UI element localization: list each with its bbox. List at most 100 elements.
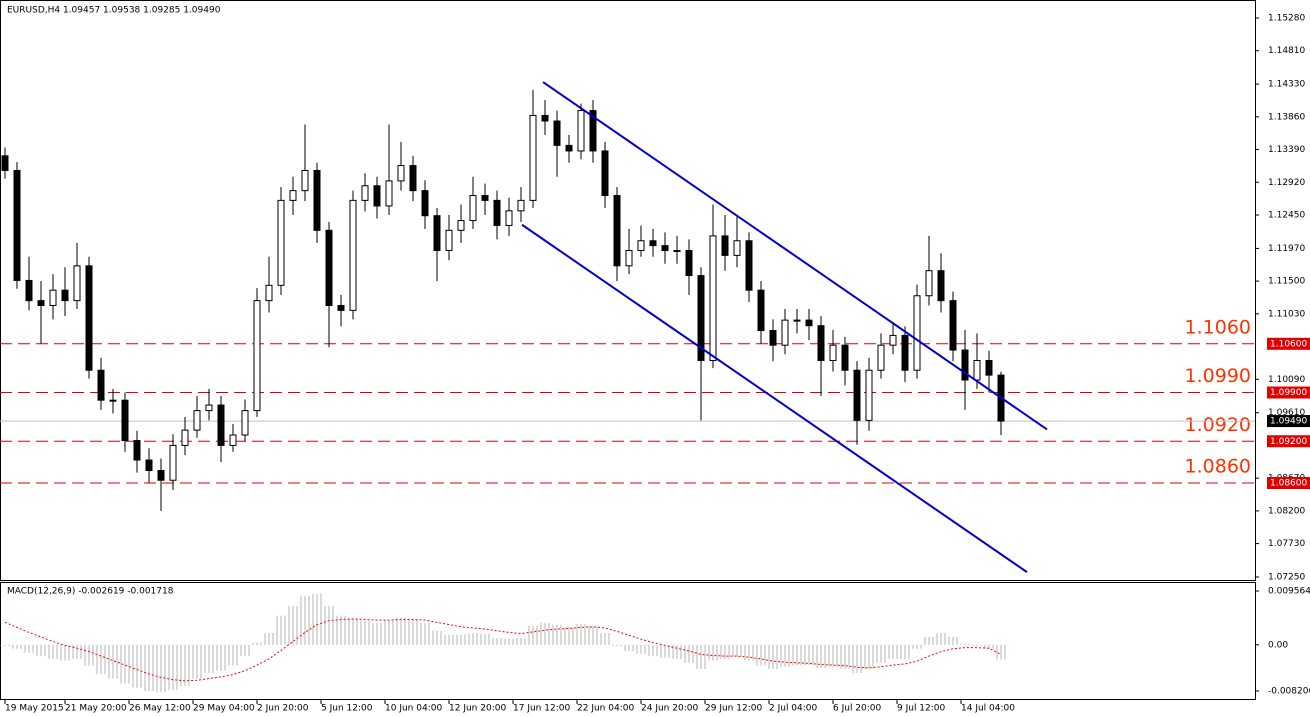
x-tick-label: 10 Jun 04:00 xyxy=(385,704,442,714)
candle-body xyxy=(817,325,825,361)
candle-body xyxy=(385,180,393,207)
y-tick-label: 1.11030 xyxy=(1268,309,1305,319)
candle-body xyxy=(661,245,669,252)
y-tick-label: -0.008206 xyxy=(1268,686,1310,696)
y-tick-label: 0.00 xyxy=(1268,640,1288,650)
candle-body xyxy=(577,110,585,152)
x-tick-label: 19 May 2015 xyxy=(5,704,64,714)
candle-body xyxy=(481,195,489,201)
macd-frame xyxy=(0,582,1256,700)
candle-body xyxy=(733,240,741,256)
y-tick-label: 1.10090 xyxy=(1268,375,1305,385)
candle-body xyxy=(49,289,57,307)
x-tick-label: 2 Jul 04:00 xyxy=(769,704,818,714)
candle-body xyxy=(697,275,705,361)
candle-body xyxy=(889,334,897,346)
y-tick-label: 1.13390 xyxy=(1268,145,1305,155)
candle-body xyxy=(865,369,873,421)
x-tick-label: 9 Jul 12:00 xyxy=(897,704,946,714)
candle-body xyxy=(913,295,921,371)
candle-body xyxy=(949,300,957,351)
candle-body xyxy=(121,399,129,442)
x-tick-label: 22 Jun 04:00 xyxy=(577,704,634,714)
candle-body xyxy=(469,195,477,222)
candle-body xyxy=(1,155,9,171)
candle-body xyxy=(493,199,501,226)
candle-body xyxy=(145,459,153,471)
candle-body xyxy=(37,300,45,307)
candle-body xyxy=(553,120,561,146)
candle-body xyxy=(421,190,429,217)
candle-body xyxy=(457,220,465,231)
chart-title: EURUSD,H4 1.09457 1.09538 1.09285 1.0949… xyxy=(7,6,221,16)
candle-body xyxy=(925,270,933,297)
candle-body xyxy=(373,185,381,207)
candle-body xyxy=(529,114,537,201)
y-tick-label: 1.12920 xyxy=(1268,178,1305,188)
candle-body xyxy=(313,169,321,231)
candle-body xyxy=(289,190,297,201)
x-tick-label: 12 Jun 20:00 xyxy=(449,704,506,714)
macd-title: MACD(12,26,9) -0.002619 -0.001718 xyxy=(7,587,174,597)
level-label: 1.0990 xyxy=(1185,365,1251,387)
candle-body xyxy=(301,169,309,192)
x-tick-label: 6 Jul 20:00 xyxy=(833,704,882,714)
macd-panel: 0.009564 0.00 -0.008206 xyxy=(0,587,1310,696)
candle-body xyxy=(193,410,201,431)
level-axis-box xyxy=(1267,337,1310,350)
candle-body xyxy=(361,185,369,201)
candle-body xyxy=(685,250,693,277)
candle-body xyxy=(937,270,945,302)
candle-body xyxy=(433,215,441,252)
level-axis-label: 1.10600 xyxy=(1270,339,1307,349)
candle-body xyxy=(61,289,69,302)
level-axis-label: 1.09200 xyxy=(1270,437,1307,447)
candle-body xyxy=(637,240,645,252)
main-panel: 1.15280 1.14810 1.14330 1.13860 1.13390 1.129… xyxy=(0,13,1310,583)
candle-body xyxy=(517,199,525,212)
y-tick-label: 1.07250 xyxy=(1268,573,1305,583)
level-axis-label: 1.09900 xyxy=(1270,388,1307,398)
candle-body xyxy=(97,369,105,401)
candle-body xyxy=(85,265,93,371)
candle-body xyxy=(181,429,189,446)
level-label: 1.0920 xyxy=(1185,414,1251,436)
level-label: 1.0860 xyxy=(1185,456,1251,478)
candle-body xyxy=(277,199,285,286)
candle-body xyxy=(829,344,837,361)
candle-body xyxy=(325,229,333,307)
x-tick-label: 24 Jun 20:00 xyxy=(641,704,698,714)
candle-body xyxy=(649,240,657,247)
candle-body xyxy=(157,469,165,481)
candle-body xyxy=(673,250,681,253)
candle-body xyxy=(793,319,801,322)
candle-body xyxy=(625,250,633,267)
y-tick-label: 1.08200 xyxy=(1268,506,1305,516)
current-price-box xyxy=(1267,415,1310,428)
candle-body xyxy=(169,444,177,481)
x-tick-label: 17 Jun 12:00 xyxy=(513,704,570,714)
candle-body xyxy=(505,210,513,226)
y-tick-label: 1.15280 xyxy=(1268,13,1305,23)
x-tick-label: 21 May 20:00 xyxy=(65,704,127,714)
candle-body xyxy=(73,265,81,302)
trendline xyxy=(542,81,1048,431)
candle-body xyxy=(349,199,357,311)
x-tick-label: 26 May 12:00 xyxy=(129,704,191,714)
y-tick-label: 1.07730 xyxy=(1268,539,1305,549)
candle-body xyxy=(217,404,225,446)
level-axis-box xyxy=(1267,386,1310,399)
candle-body xyxy=(601,150,609,197)
candle-body xyxy=(901,334,909,371)
main-frame xyxy=(0,0,1256,581)
candle-body xyxy=(985,359,993,376)
level-label: 1.1060 xyxy=(1185,316,1251,338)
x-tick-label: 2 Jun 20:00 xyxy=(257,704,309,714)
candle-body xyxy=(109,399,117,402)
candle-body xyxy=(745,240,753,291)
candle-body xyxy=(133,440,141,461)
candle-body xyxy=(877,344,885,371)
candle-body xyxy=(589,110,597,152)
